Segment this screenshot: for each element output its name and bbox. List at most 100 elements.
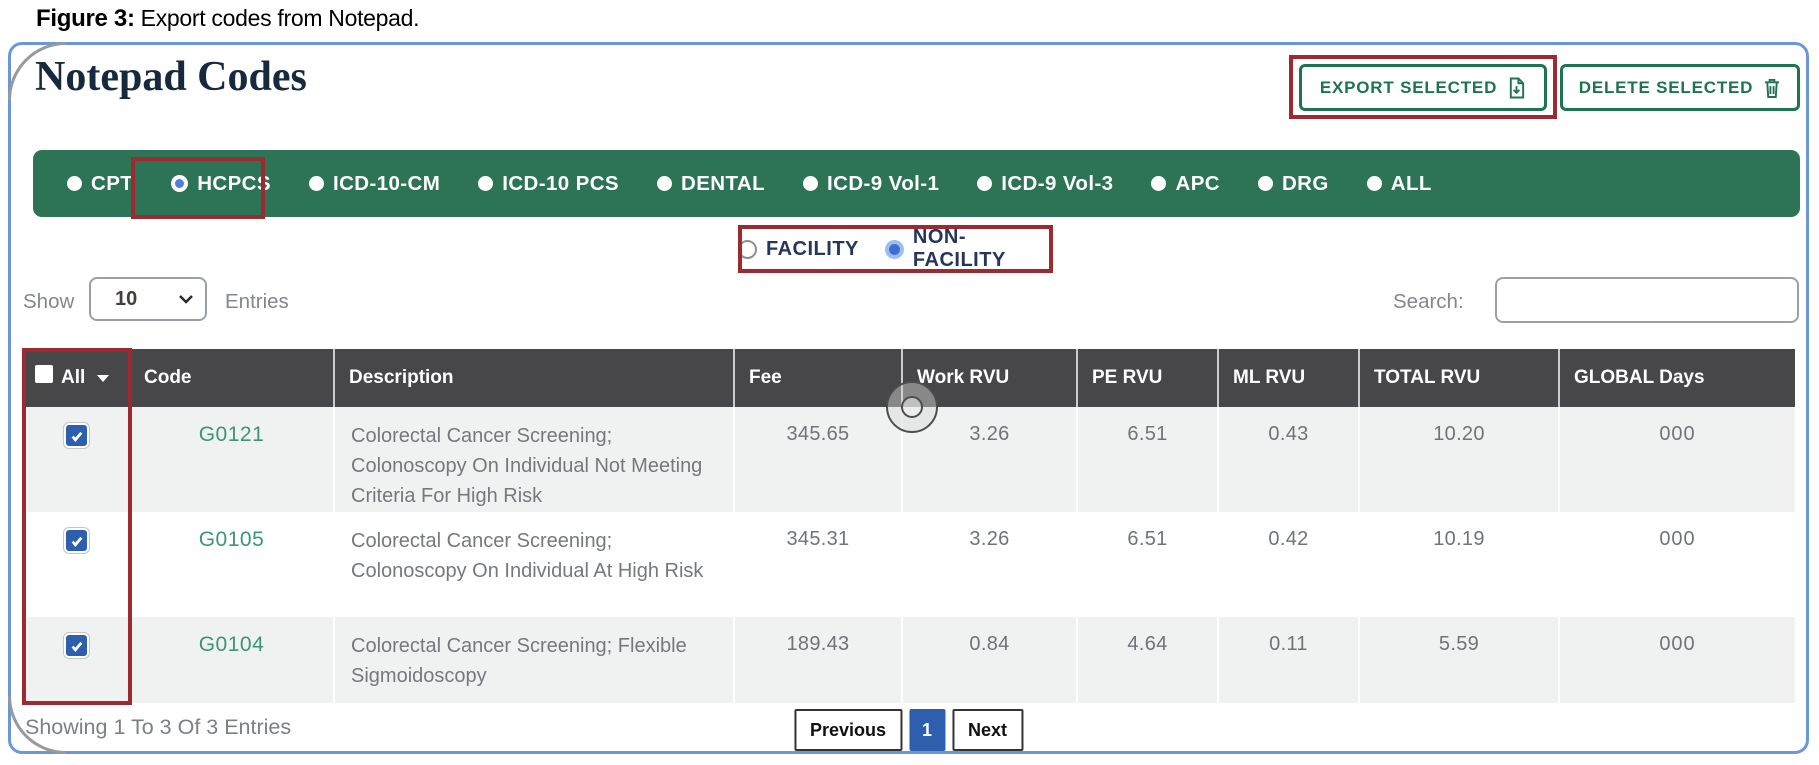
- chevron-down-icon: [179, 294, 193, 304]
- radio-unselected-icon: [738, 239, 757, 259]
- total-rvu-cell: 10.20: [1358, 407, 1558, 512]
- code-tab-all[interactable]: ALL: [1366, 171, 1432, 196]
- column-header-description: Description: [333, 349, 733, 407]
- show-label: Show: [23, 290, 75, 313]
- code-tab-icd-9-vol-1[interactable]: ICD-9 Vol-1: [803, 172, 939, 196]
- previous-page-button[interactable]: Previous: [793, 709, 903, 751]
- code-tab-cpt[interactable]: CPT: [67, 172, 133, 196]
- figure-caption-label: Figure 3:: [36, 5, 135, 32]
- radio-selected-icon: [884, 239, 904, 259]
- column-header-work-rvu: Work RVU: [901, 349, 1076, 407]
- work-rvu-cell: 0.84: [901, 617, 1076, 703]
- ml-rvu-cell: 0.11: [1217, 617, 1358, 703]
- work-rvu-cell: 3.26: [901, 512, 1076, 617]
- notepad-codes-panel: Notepad Codes EXPORT SELECTED DELETE SEL…: [8, 42, 1809, 754]
- table-header-row: All Code Description Fee Work RVU PE RVU…: [25, 349, 1795, 407]
- export-selected-button[interactable]: EXPORT SELECTED: [1299, 64, 1547, 111]
- fee-cell: 345.31: [733, 512, 901, 617]
- search-label: Search:: [1393, 290, 1464, 313]
- radio-icon: [1151, 176, 1167, 191]
- radio-icon: [657, 176, 672, 191]
- pagination: Previous 1 Next: [793, 709, 1024, 751]
- column-header-total-rvu: TOTAL RVU: [1358, 349, 1558, 407]
- search-input[interactable]: [1495, 277, 1799, 323]
- total-rvu-cell: 10.19: [1358, 512, 1558, 617]
- code-tab-label: ICD-9 Vol-1: [827, 171, 940, 195]
- ml-rvu-cell: 0.42: [1217, 512, 1358, 617]
- row-checkbox-checked[interactable]: [63, 527, 90, 554]
- select-all-checkbox[interactable]: [35, 365, 53, 383]
- work-rvu-cell: 3.26: [901, 407, 1076, 512]
- non-facility-option-label: NON-FACILITY: [912, 226, 1006, 271]
- column-header-fee: Fee: [733, 349, 901, 407]
- row-select-cell: [25, 512, 128, 617]
- current-page-button[interactable]: 1: [909, 709, 946, 751]
- code-tab-icd-9-vol-3[interactable]: ICD-9 Vol-3: [977, 172, 1113, 196]
- code-tab-apc[interactable]: APC: [1151, 171, 1220, 196]
- code-cell: G0121: [128, 407, 333, 512]
- code-tab-label: HCPCS: [197, 171, 271, 195]
- code-tab-label: APC: [1175, 171, 1220, 195]
- code-tab-label: ICD-10-CM: [332, 171, 441, 195]
- code-tab-icd-10-cm[interactable]: ICD-10-CM: [308, 171, 441, 196]
- code-tab-label: ICD-9 Vol-3: [1001, 171, 1114, 195]
- figure-caption: Figure 3: Export codes from Notepad.: [36, 5, 420, 33]
- table-row: G0121 Colorectal Cancer Screening; Colon…: [25, 407, 1795, 512]
- pe-rvu-cell: 4.64: [1076, 617, 1217, 703]
- radio-selected-icon: [171, 175, 189, 192]
- global-days-cell: 000: [1558, 512, 1795, 617]
- column-header-code: Code: [128, 349, 333, 407]
- trash-icon: [1763, 77, 1781, 99]
- column-header-pe-rvu: PE RVU: [1076, 349, 1217, 407]
- radio-icon: [478, 176, 494, 191]
- fee-cell: 345.65: [733, 407, 901, 512]
- non-facility-option[interactable]: NON-FACILITY: [884, 226, 1053, 272]
- code-tab-label: DRG: [1281, 171, 1329, 195]
- code-type-bar: CPT HCPCS ICD-10-CM ICD-10 PCS DENTAL IC…: [33, 150, 1800, 217]
- select-all-label: All: [61, 367, 86, 388]
- export-selected-label: EXPORT SELECTED: [1319, 77, 1498, 97]
- row-select-cell: [25, 617, 128, 703]
- page-title: Notepad Codes: [35, 54, 307, 100]
- facility-toggle: FACILITY NON-FACILITY: [738, 225, 1053, 273]
- code-cell: G0105: [128, 512, 333, 617]
- pe-rvu-cell: 6.51: [1076, 407, 1217, 512]
- radio-icon: [977, 176, 993, 191]
- code-tab-label: ALL: [1390, 171, 1432, 195]
- select-all-header: All: [25, 349, 128, 407]
- radio-icon: [803, 176, 819, 191]
- entries-summary: Showing 1 To 3 Of 3 Entries: [25, 715, 292, 739]
- caret-down-icon[interactable]: [97, 374, 110, 382]
- radio-icon: [67, 176, 82, 191]
- code-tab-icd-10-pcs[interactable]: ICD-10 PCS: [478, 172, 619, 196]
- delete-selected-button[interactable]: DELETE SELECTED: [1560, 64, 1800, 111]
- code-link[interactable]: G0104: [198, 633, 265, 656]
- radio-icon: [1257, 176, 1273, 191]
- code-link[interactable]: G0105: [198, 528, 265, 551]
- row-select-cell: [25, 407, 128, 512]
- table-row: G0104 Colorectal Cancer Screening; Flexi…: [25, 617, 1795, 703]
- facility-option[interactable]: FACILITY: [738, 238, 859, 261]
- table-row: G0105 Colorectal Cancer Screening; Colon…: [25, 512, 1795, 617]
- code-tab-label: DENTAL: [681, 171, 766, 195]
- radio-icon: [1366, 176, 1382, 191]
- code-tab-drg[interactable]: DRG: [1257, 171, 1329, 196]
- row-checkbox-checked[interactable]: [63, 632, 90, 659]
- delete-selected-label: DELETE SELECTED: [1578, 77, 1754, 97]
- code-tab-dental[interactable]: DENTAL: [657, 172, 765, 196]
- description-cell: Colorectal Cancer Screening; Flexible Si…: [333, 617, 733, 703]
- global-days-cell: 000: [1558, 407, 1795, 512]
- column-header-ml-rvu: ML RVU: [1217, 349, 1358, 407]
- pe-rvu-cell: 6.51: [1076, 512, 1217, 617]
- figure-caption-text: Export codes from Notepad.: [140, 5, 420, 31]
- radio-icon: [308, 176, 324, 191]
- facility-option-label: FACILITY: [766, 237, 859, 260]
- page-size-select[interactable]: 10: [89, 277, 207, 321]
- next-page-button[interactable]: Next: [952, 709, 1024, 751]
- code-cell: G0104: [128, 617, 333, 703]
- codes-table: All Code Description Fee Work RVU PE RVU…: [25, 349, 1795, 703]
- row-checkbox-checked[interactable]: [63, 422, 90, 449]
- code-tab-hcpcs[interactable]: HCPCS: [171, 172, 271, 196]
- export-file-icon: [1507, 77, 1526, 99]
- code-link[interactable]: G0121: [198, 423, 265, 446]
